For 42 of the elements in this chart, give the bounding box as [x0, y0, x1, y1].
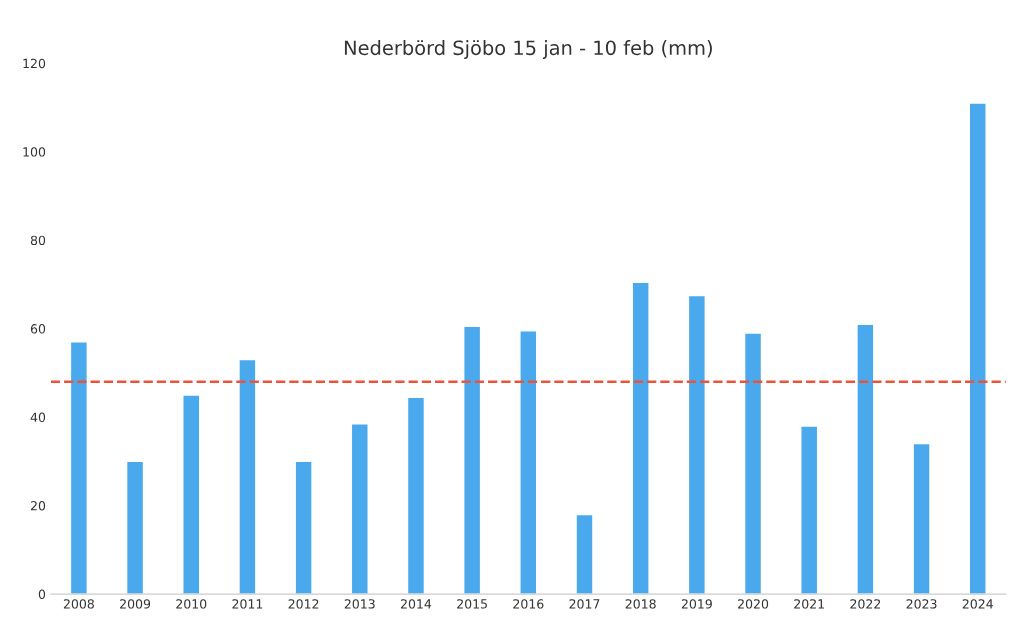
- x-tick-label: 2018: [625, 599, 656, 609]
- bar: [743, 332, 763, 595]
- bar: [575, 513, 594, 595]
- bar: [687, 294, 706, 595]
- x-tick-label: 2022: [850, 599, 881, 609]
- bar: [912, 442, 931, 595]
- bar: [350, 423, 369, 595]
- bar: [406, 396, 426, 595]
- bar: [182, 394, 201, 595]
- x-tick-label: 2008: [63, 599, 94, 609]
- y-tick-label: 60: [30, 324, 46, 334]
- x-tick-label: 2009: [120, 599, 151, 609]
- bar: [631, 281, 650, 595]
- y-tick-label: 20: [30, 501, 46, 511]
- bar: [800, 425, 819, 595]
- x-tick-label: 2019: [681, 599, 712, 609]
- y-tick-label: 40: [30, 412, 46, 423]
- bar: [519, 330, 538, 595]
- x-tick-label: 2010: [176, 599, 207, 609]
- chart-title: Nederbörd Sjöbo 15 jan - 10 feb (mm): [344, 40, 712, 59]
- x-tick-label: 2020: [738, 599, 769, 609]
- bar: [294, 460, 313, 595]
- x-tick-label: 2023: [906, 599, 937, 609]
- y-tick-label: 0: [38, 589, 46, 600]
- y-tick-label: 80: [30, 235, 46, 246]
- x-tick-label: 2015: [457, 599, 487, 609]
- bar: [69, 341, 89, 595]
- bar: [125, 460, 145, 595]
- y-tick-label: 100: [23, 147, 46, 157]
- x-tick-label: 2017: [569, 599, 600, 609]
- x-tick-label: 2011: [232, 599, 263, 609]
- bar: [238, 358, 257, 595]
- x-tick-label: 2014: [400, 599, 432, 609]
- y-tick-label: 120: [23, 58, 46, 69]
- x-tick-label: 2016: [513, 599, 544, 609]
- x-tick-label: 2012: [288, 599, 319, 609]
- x-tick-label: 2021: [794, 599, 824, 609]
- bar: [463, 325, 482, 595]
- bar: [968, 102, 987, 595]
- bar: [856, 323, 875, 595]
- x-tick-label: 2024: [962, 599, 993, 609]
- x-tick-label: 2013: [344, 599, 375, 609]
